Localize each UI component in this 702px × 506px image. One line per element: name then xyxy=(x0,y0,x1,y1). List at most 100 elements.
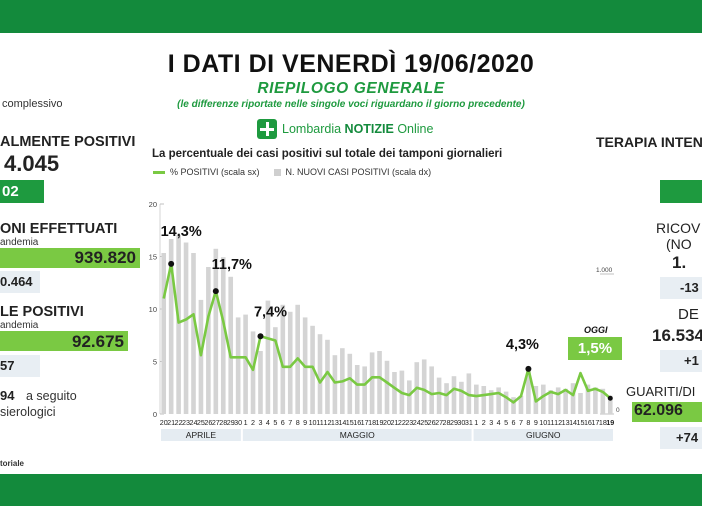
casi-bar xyxy=(354,365,360,414)
casi-bar xyxy=(570,383,576,414)
x-tick-label: 15 xyxy=(577,418,585,427)
casi-bar xyxy=(287,311,293,414)
attualmente-positivi-label: ALMENTE POSITIVI xyxy=(0,134,136,150)
page-note: (le differenze riportate nelle singole v… xyxy=(177,99,525,110)
sierologici-text1: a seguito xyxy=(26,389,77,403)
x-tick-label: 12 xyxy=(554,418,562,427)
totale-positivi-label: LE POSITIVI xyxy=(0,304,84,320)
x-tick-label: 7 xyxy=(288,418,292,427)
x-tick-label: 4 xyxy=(497,418,501,427)
chart-title: La percentuale dei casi positivi sul tot… xyxy=(152,148,503,160)
x-tick-label: 8 xyxy=(296,418,300,427)
attualmente-positivi-delta: 02 xyxy=(0,180,44,203)
y-tick-label: 0 xyxy=(153,410,157,419)
x-tick-label: 26 xyxy=(204,418,212,427)
x-tick-label: 22 xyxy=(398,418,406,427)
x-tick-label: 7 xyxy=(519,418,523,427)
x-tick-label: 8 xyxy=(526,418,530,427)
sierologici-text2: sierologici xyxy=(0,405,56,419)
month-band xyxy=(473,429,613,441)
x-tick-label: 18 xyxy=(599,418,607,427)
casi-bar xyxy=(496,387,501,414)
annotation-point xyxy=(525,365,532,372)
x-tick-label: 2 xyxy=(482,418,486,427)
casi-bar xyxy=(369,352,375,414)
page-subtitle: RIEPILOGO GENERALE xyxy=(257,80,445,97)
bottom-banner xyxy=(0,474,702,506)
ricoverati-value: 1. xyxy=(672,253,687,272)
casi-bar xyxy=(258,351,263,414)
casi-bar xyxy=(392,372,397,414)
y-right-tick-label: 0 xyxy=(616,407,620,414)
casi-bar xyxy=(481,386,487,414)
casi-bar xyxy=(228,276,234,414)
x-tick-label: 21 xyxy=(390,418,398,427)
x-tick-label: 19 xyxy=(606,418,614,427)
legend-bar-swatch xyxy=(273,168,281,176)
deceduti-label: DE xyxy=(678,306,699,323)
x-tick-label: 29 xyxy=(227,418,235,427)
x-tick-label: 10 xyxy=(309,418,317,427)
casi-bar xyxy=(518,395,524,414)
casi-bar xyxy=(607,395,613,414)
x-tick-label: 11 xyxy=(316,418,323,427)
casi-bar xyxy=(235,317,241,414)
casi-bar xyxy=(280,304,286,414)
legend-line-swatch xyxy=(153,170,165,174)
casi-bar xyxy=(585,384,591,414)
x-tick-label: 16 xyxy=(353,418,361,427)
casi-bar xyxy=(488,390,494,414)
totale-positivi-bar xyxy=(0,331,128,351)
month-label: GIUGNO xyxy=(526,430,561,440)
tamponi-bar xyxy=(0,248,140,268)
x-tick-label: 20 xyxy=(160,418,168,427)
x-tick-label: 6 xyxy=(512,418,516,427)
x-tick-label: 25 xyxy=(420,418,428,427)
x-tick-label: 26 xyxy=(428,418,436,427)
totale-positivi-value: 92.675 xyxy=(72,332,124,351)
guariti-label: GUARITI/DI xyxy=(626,384,696,399)
casi-bar xyxy=(384,360,390,414)
casi-bar xyxy=(578,393,583,414)
casi-bar xyxy=(265,300,271,414)
annotation-label: 4,3% xyxy=(506,337,539,353)
annotation-label: 14,3% xyxy=(161,224,202,240)
casi-bar xyxy=(593,387,598,414)
guariti-value: 62.096 xyxy=(634,402,683,419)
casi-bar xyxy=(436,377,442,414)
casi-bar xyxy=(503,391,509,414)
month-band xyxy=(161,429,241,441)
today-value: 1,5% xyxy=(568,337,622,360)
positivi-line xyxy=(162,262,612,404)
casi-bar xyxy=(548,390,554,414)
casi-bar xyxy=(220,257,226,414)
casi-bar xyxy=(347,353,353,414)
x-tick-label: 24 xyxy=(413,418,421,427)
complessivo-label: complessivo xyxy=(2,98,63,110)
casi-bar xyxy=(540,384,546,414)
x-tick-label: 27 xyxy=(435,418,443,427)
lombardia-cross-icon xyxy=(257,119,277,139)
x-tick-label: 1 xyxy=(244,418,248,427)
month-label: MAGGIO xyxy=(340,430,375,440)
x-tick-label: 28 xyxy=(219,418,227,427)
y-tick-label: 10 xyxy=(149,305,157,314)
month-label: APRILE xyxy=(186,430,217,440)
casi-bar xyxy=(474,384,479,414)
ricoverati-delta: -13 xyxy=(660,277,702,299)
x-tick-label: 19 xyxy=(376,418,384,427)
casi-bar xyxy=(444,383,449,414)
casi-bar xyxy=(429,366,434,414)
totale-positivi-delta: 57 xyxy=(0,355,40,377)
y-tick-label: 5 xyxy=(153,358,157,367)
deceduti-value: 16.534 xyxy=(652,326,702,345)
deceduti-delta: +1 xyxy=(660,350,702,372)
casi-bar xyxy=(191,253,196,414)
annotation-point xyxy=(257,333,264,340)
casi-bar xyxy=(183,242,189,414)
casi-bar xyxy=(563,388,568,414)
tamponi-label: ONI EFFETTUATI xyxy=(0,221,118,237)
sierologici-num: 94 xyxy=(0,388,15,403)
